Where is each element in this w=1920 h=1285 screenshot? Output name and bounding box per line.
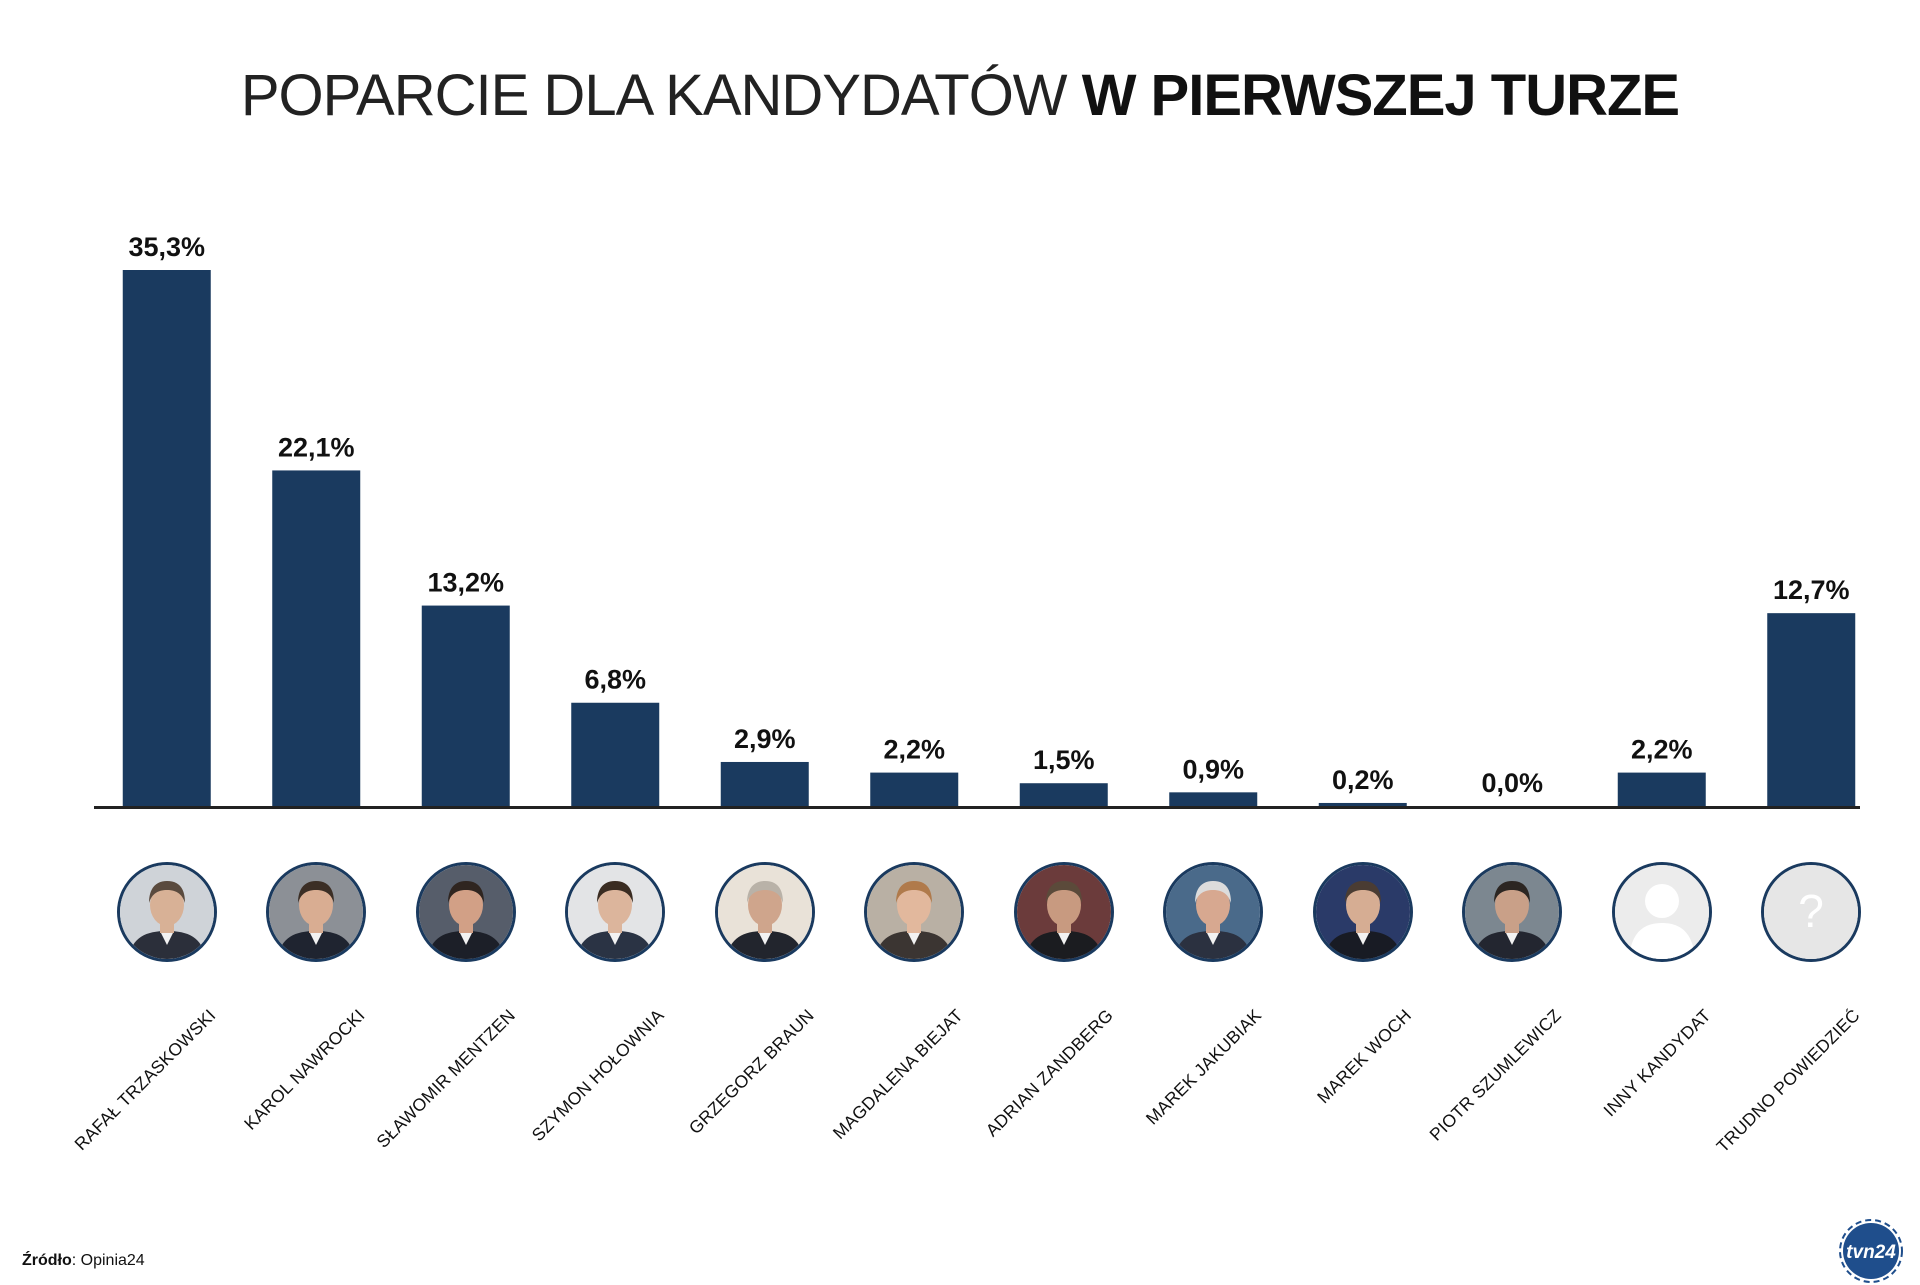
bar-7 [1019,783,1108,806]
value-label-5: 2,9% [734,724,796,754]
value-label-12: 12,7% [1773,575,1850,605]
svg-text:?: ? [1798,885,1824,937]
bar-1 [122,270,211,806]
bar-4 [571,702,660,806]
value-label-2: 22,1% [278,432,355,462]
bar-8 [1169,792,1258,806]
value-label-8: 0,9% [1182,754,1244,784]
bar-9 [1318,802,1407,806]
bar-5 [720,761,809,806]
avatar-12: ? [1761,862,1862,962]
candidate-label-10: PIOTR SZUMLEWICZ [1425,1004,1566,1145]
avatar-2 [266,862,367,962]
avatar-9 [1312,862,1413,962]
bar-11 [1617,772,1706,806]
title-light: POPARCIE DLA KANDYDATÓW [240,63,1068,128]
candidate-label-2: KAROL NAWROCKI [240,1004,369,1134]
candidate-label-8: MAREK JAKUBIAK [1142,1004,1266,1128]
candidate-label-3: SŁAWOMIR MENTZEN [372,1004,519,1152]
avatar-6 [864,862,965,962]
candidate-label-11: INNY KANDYDAT [1599,1004,1715,1120]
value-label-4: 6,8% [584,665,646,695]
candidate-label-6: MAGDALENA BIEJAT [829,1004,967,1143]
avatar-1 [116,862,217,962]
value-label-11: 2,2% [1631,735,1693,765]
value-label-10: 0,0% [1481,768,1543,798]
avatar-11 [1611,862,1712,962]
bar-6 [870,772,959,806]
title-bold: W PIERWSZEJ TURZE [1081,63,1680,128]
candidate-label-1: RAFAŁ TRZASKOWSKI [70,1004,220,1154]
candidate-label-4: SZYMON HOŁOWNIA [527,1004,668,1145]
value-label-1: 35,3% [128,232,205,262]
avatar-10 [1462,862,1563,962]
value-label-6: 2,2% [883,735,945,765]
avatar-5 [714,862,815,962]
candidate-label-5: GRZEGORZ BRAUN [684,1004,818,1138]
tvn24-logo: tvn24 [1839,1219,1903,1283]
candidate-label-12: TRUDNO POWIEDZIEĆ [1712,1004,1864,1156]
bar-chart: 35,3% 22,1% 13,2% 6,8% 2,9% 2,2% 1,5% 0,9% 0,2% 0… [94,232,1860,809]
avatar-3 [415,862,516,962]
svg-text:tvn24: tvn24 [1846,1242,1896,1263]
avatar-7 [1013,862,1114,962]
avatar-8 [1163,862,1264,962]
chart-title: POPARCIE DLA KANDYDATÓW W PIERWSZEJ TURZ… [0,62,1920,129]
source-value: : Opinia24 [71,1252,145,1269]
value-label-3: 13,2% [427,568,504,598]
bar-12 [1767,613,1856,806]
avatar-4 [565,862,666,962]
candidate-label-9: MAREK WOCH [1312,1004,1415,1107]
source-label: Źródło [22,1252,72,1269]
source-note: Źródło: Opinia24 [22,1252,145,1270]
candidate-label-7: ADRIAN ZANDBERG [981,1004,1117,1140]
bar-2 [272,470,361,806]
value-label-7: 1,5% [1033,745,1095,775]
bar-3 [421,605,510,806]
value-label-9: 0,2% [1332,765,1394,795]
